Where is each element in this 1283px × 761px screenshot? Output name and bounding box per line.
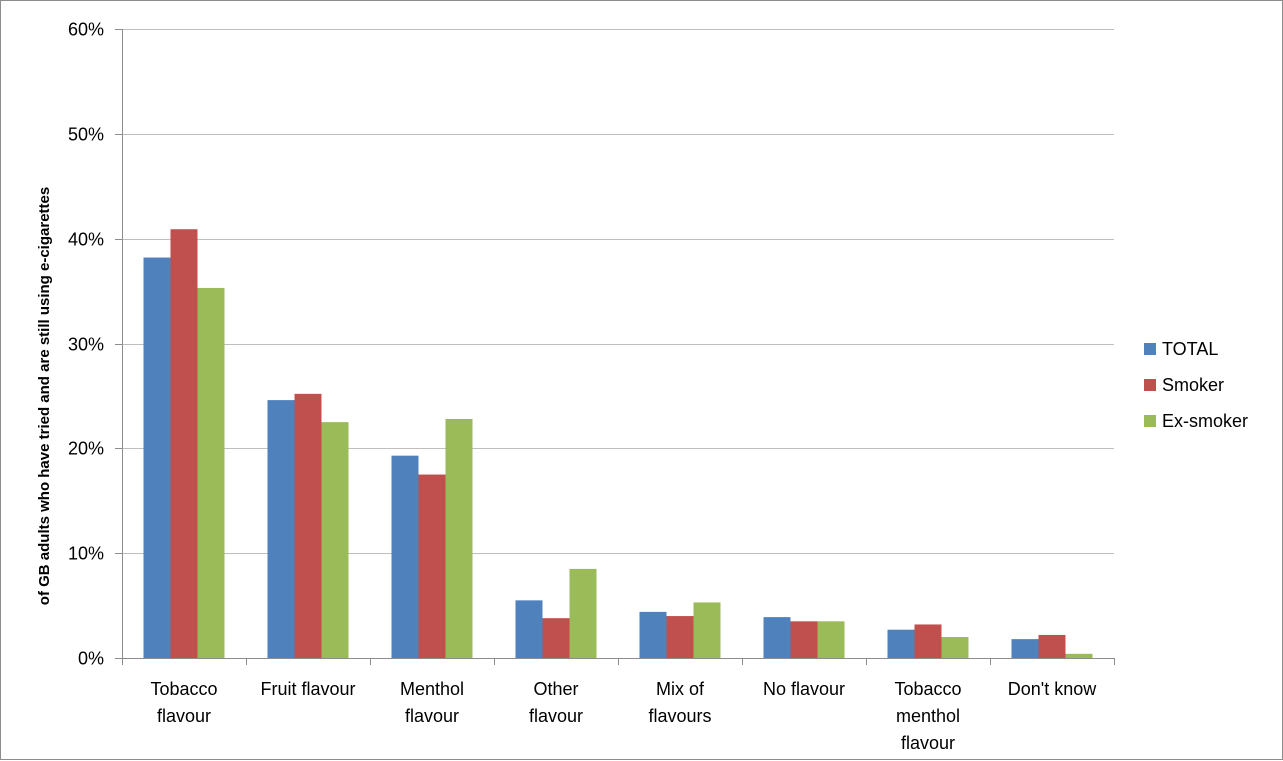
y-tick-label: 0% (78, 649, 104, 669)
x-tick-label: Don't know (1008, 679, 1097, 699)
bar-ex-smoker (817, 621, 845, 658)
bar-ex-smoker (693, 602, 721, 658)
bar-total (515, 600, 543, 658)
x-tick-label-line: Don't know (1008, 679, 1097, 699)
bar-ex-smoker (569, 568, 597, 658)
axes (115, 29, 1115, 665)
x-tick-label-line: menthol (896, 706, 960, 726)
y-tick-label: 60% (68, 20, 104, 40)
bar-ex-smoker (445, 418, 473, 658)
bar-total (267, 400, 295, 658)
x-tick-label-line: flavours (648, 706, 711, 726)
x-tick-label: No flavour (763, 679, 845, 699)
bar-ex-smoker (1065, 653, 1093, 658)
bar-smoker (1038, 634, 1066, 658)
legend-swatch (1144, 379, 1156, 391)
bar-smoker (790, 621, 818, 658)
x-tick-label: Menthol flavour (400, 679, 464, 726)
bar-total (391, 455, 419, 658)
x-tick-label: Tobacco flavour (150, 679, 217, 726)
legend-label: Smoker (1162, 375, 1224, 395)
bar-total (639, 611, 667, 658)
bar-smoker (914, 624, 942, 658)
y-tick-label: 20% (68, 439, 104, 459)
x-tick-label-line: flavour (405, 706, 459, 726)
y-tick-label: 30% (68, 335, 104, 355)
x-tick-label-line: Tobacco (150, 679, 217, 699)
x-tick-label-line: flavour (529, 706, 583, 726)
y-tick-label: 10% (68, 544, 104, 564)
bar-ex-smoker (941, 637, 969, 658)
bar-smoker (294, 393, 322, 658)
x-tick-label: Tobacco menthol flavour (894, 679, 961, 753)
legend-swatch (1144, 415, 1156, 427)
x-tick-label-line: Other (533, 679, 578, 699)
legend-label: Ex-smoker (1162, 411, 1248, 431)
x-tick-label-line: No flavour (763, 679, 845, 699)
y-tick-label: 50% (68, 125, 104, 145)
tick-labels: 0% 10% 20% 30% 40% 50% 60% Tobacco flavour Fruit … (68, 20, 1097, 754)
x-tick-label: Other flavour (529, 679, 583, 726)
bar-ex-smoker (197, 287, 225, 658)
y-axis-title: of GB adults who have tried and are stil… (36, 187, 53, 605)
bar-ex-smoker (321, 422, 349, 658)
x-tick-label-line: Mix of (656, 679, 705, 699)
bar-total (1011, 639, 1039, 658)
legend: TOTAL Smoker Ex-smoker (1144, 339, 1248, 431)
bar-smoker (666, 616, 694, 658)
legend-swatch (1144, 343, 1156, 355)
y-tick-label: 40% (68, 230, 104, 250)
bar-smoker (418, 474, 446, 658)
legend-label: TOTAL (1162, 339, 1218, 359)
x-tick-label: Mix of flavours (648, 679, 711, 726)
x-tick-label-line: flavour (901, 733, 955, 753)
x-tick-label-line: Tobacco (894, 679, 961, 699)
bars (143, 229, 1093, 658)
bar-total (763, 617, 791, 658)
x-tick-label-line: flavour (157, 706, 211, 726)
x-tick-label: Fruit flavour (260, 679, 355, 699)
x-tick-label-line: Fruit flavour (260, 679, 355, 699)
bar-smoker (542, 618, 570, 658)
x-tick-label-line: Menthol (400, 679, 464, 699)
bar-smoker (170, 229, 198, 658)
bar-total (887, 629, 915, 658)
bar-total (143, 257, 171, 658)
